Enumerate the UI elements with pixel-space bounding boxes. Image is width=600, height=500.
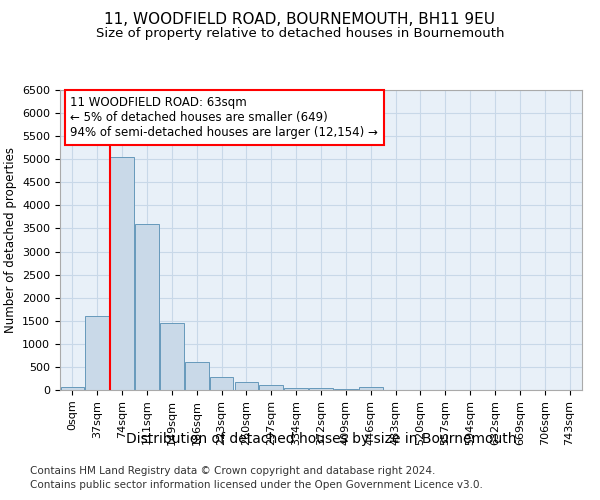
Bar: [210, 377, 233, 390]
Text: Contains public sector information licensed under the Open Government Licence v3: Contains public sector information licen…: [30, 480, 483, 490]
Bar: [359, 387, 383, 390]
Bar: [309, 388, 333, 390]
Bar: [334, 388, 358, 390]
Bar: [235, 382, 258, 390]
Bar: [259, 386, 283, 390]
Text: Distribution of detached houses by size in Bournemouth: Distribution of detached houses by size …: [126, 432, 516, 446]
Text: 11 WOODFIELD ROAD: 63sqm
← 5% of detached houses are smaller (649)
94% of semi-d: 11 WOODFIELD ROAD: 63sqm ← 5% of detache…: [70, 96, 379, 139]
Text: Size of property relative to detached houses in Bournemouth: Size of property relative to detached ho…: [96, 28, 504, 40]
Bar: [284, 388, 308, 390]
Bar: [185, 362, 209, 390]
Text: 11, WOODFIELD ROAD, BOURNEMOUTH, BH11 9EU: 11, WOODFIELD ROAD, BOURNEMOUTH, BH11 9E…: [104, 12, 496, 28]
Text: Contains HM Land Registry data © Crown copyright and database right 2024.: Contains HM Land Registry data © Crown c…: [30, 466, 436, 476]
Bar: [135, 224, 159, 390]
Bar: [61, 387, 84, 390]
Bar: [85, 316, 109, 390]
Bar: [160, 323, 184, 390]
Bar: [110, 157, 134, 390]
Y-axis label: Number of detached properties: Number of detached properties: [4, 147, 17, 333]
